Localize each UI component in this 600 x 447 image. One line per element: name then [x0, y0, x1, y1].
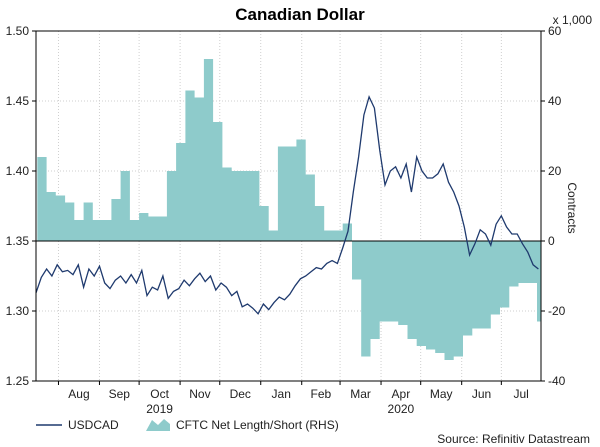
source-note: Source: Refinitiv Datastream [437, 432, 590, 446]
cftc-area [37, 59, 542, 360]
left-tick-label: 1.30 [6, 304, 30, 318]
left-tick-label: 1.50 [6, 24, 30, 38]
left-tick-label: 1.40 [6, 164, 30, 178]
x-tick-label: Dec [230, 387, 251, 401]
x-year-label: 2019 [146, 402, 173, 416]
left-tick-label: 1.25 [6, 374, 30, 388]
usdcad-line [35, 94, 539, 315]
x-tick-label: Apr [392, 387, 411, 401]
right-tick-label: 20 [548, 164, 562, 178]
right-tick-label: -20 [548, 304, 566, 318]
left-tick-label: 1.35 [6, 234, 30, 248]
right-axis-label: Contracts [565, 182, 579, 233]
x-tick-label: Jun [472, 387, 491, 401]
x-tick-label: Feb [311, 387, 332, 401]
right-tick-label: -40 [548, 374, 566, 388]
right-axis-multiplier: x 1,000 [553, 13, 593, 27]
legend-cftc-swatch [146, 419, 170, 431]
plot-frame [35, 30, 542, 382]
legend-usdcad-label: USDCAD [68, 418, 119, 432]
left-tick-label: 1.45 [6, 94, 30, 108]
right-tick-label: 60 [548, 24, 562, 38]
usdcad-line-series [35, 94, 539, 315]
x-tick-label: Aug [68, 387, 89, 401]
x-tick-label: Mar [350, 387, 371, 401]
x-tick-label: Nov [189, 387, 210, 401]
x-tick-label: Jul [513, 387, 528, 401]
x-axis: Aug Sep Oct Nov Dec Jan Feb Mar Apr May Jun Jul 2019… [57, 381, 529, 416]
right-tick-label: 40 [548, 94, 562, 108]
legend-cftc-label: CFTC Net Length/Short (RHS) [176, 418, 339, 432]
x-tick-label: May [430, 387, 453, 401]
left-axis: 1.50 1.45 1.40 1.35 1.30 1.25 [6, 24, 36, 388]
x-year-label: 2020 [388, 402, 415, 416]
cftc-area-series [37, 59, 542, 360]
x-tick-label: Jan [272, 387, 291, 401]
x-tick-label: Sep [109, 387, 131, 401]
legend: USDCAD CFTC Net Length/Short (RHS) [36, 418, 339, 432]
x-tick-label: Oct [150, 387, 169, 401]
right-axis: 60 40 20 0 -20 -40 [541, 24, 566, 388]
chart-title: Canadian Dollar [235, 5, 365, 24]
right-tick-label: 0 [548, 234, 555, 248]
